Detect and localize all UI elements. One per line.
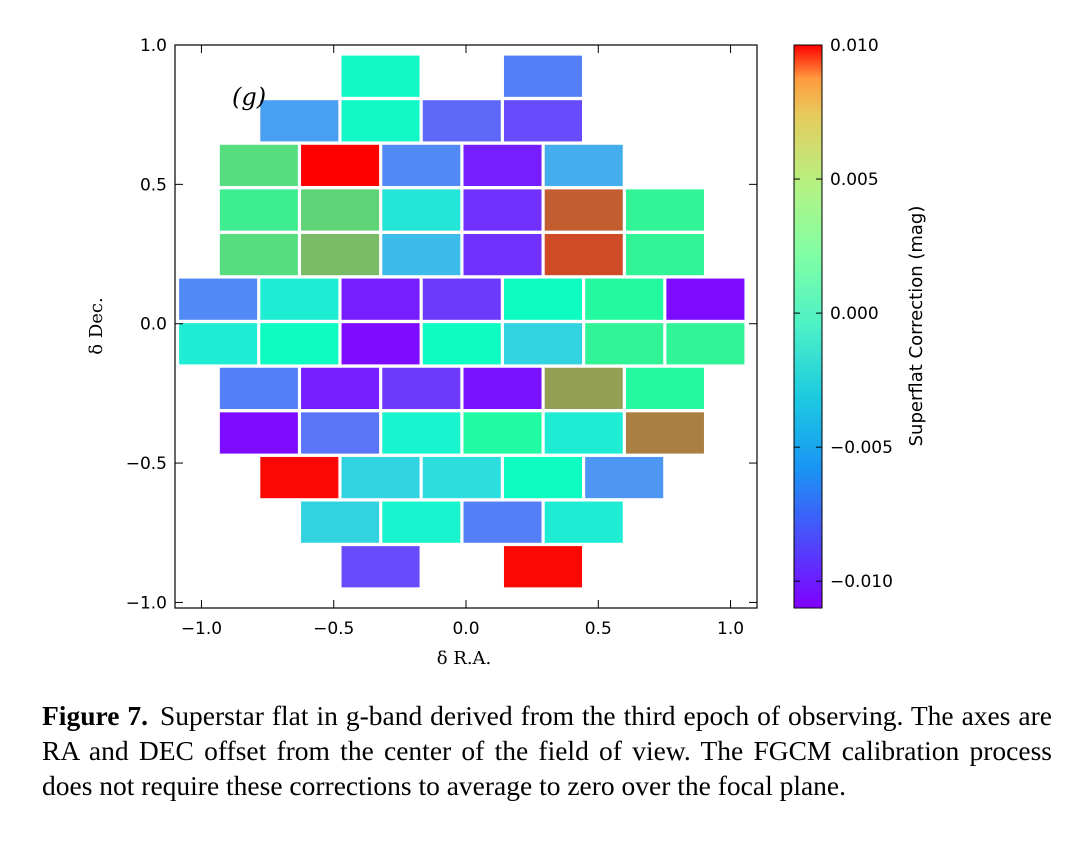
ccd-cell <box>301 144 380 187</box>
ccd-cell <box>503 55 583 97</box>
ccd-cell <box>463 144 542 187</box>
ccd-cell <box>625 412 704 454</box>
colorbar-tick-label: −0.005 <box>830 438 893 458</box>
ccd-cell <box>301 367 380 409</box>
axis-ticks: −1.0 −0.5 0.0 0.5 1.0 −1.0 −0.5 0.0 0.5 1.0 <box>126 36 757 639</box>
ccd-cell <box>463 189 542 231</box>
ccd-cell <box>503 456 583 499</box>
ccd-cell <box>341 323 420 365</box>
ccd-cell <box>625 367 704 409</box>
ccd-cell <box>585 278 664 320</box>
ccd-cell <box>341 456 420 499</box>
x-tick-label: 0.5 <box>585 619 612 639</box>
ccd-cell <box>503 100 583 142</box>
ccd-cell <box>219 189 298 231</box>
ccd-cell <box>544 367 623 409</box>
y-tick-label: 1.0 <box>140 36 167 56</box>
x-axis-label: δ R.A. <box>437 648 492 669</box>
x-tick-label: −0.5 <box>313 619 354 639</box>
ccd-cell <box>179 323 258 365</box>
ccd-cell <box>219 367 298 409</box>
ccd-cell <box>382 367 461 409</box>
ccd-cell <box>544 501 623 543</box>
ccd-cell <box>382 144 461 187</box>
y-tick-label: −1.0 <box>126 593 167 613</box>
ccd-cell <box>666 278 745 320</box>
x-tick-label: 0.0 <box>452 619 479 639</box>
ccd-cell <box>544 233 623 276</box>
ccd-cell <box>503 323 583 365</box>
colorbar <box>793 44 823 609</box>
ccd-cell <box>341 100 420 142</box>
ccd-cell <box>544 144 623 187</box>
plot-area <box>179 55 745 588</box>
ccd-cell <box>503 546 583 588</box>
ccd-cell <box>585 323 664 365</box>
ccd-cell <box>625 189 704 231</box>
superflat-figure: −1.0 −0.5 0.0 0.5 1.0 −1.0 −0.5 0.0 0.5 1.0 (g) δ… <box>86 36 927 669</box>
panel-label: (g) <box>232 83 266 111</box>
caption-text: Superstar flat in g-band derived from th… <box>42 700 1052 801</box>
colorbar-tick-label: 0.000 <box>830 304 879 324</box>
ccd-cell <box>625 233 704 276</box>
ccd-cell <box>544 189 623 231</box>
ccd-cell <box>422 456 501 499</box>
colorbar-ticks: 0.010 0.005 0.000 −0.005 −0.010 <box>794 36 893 592</box>
ccd-cell <box>382 501 461 543</box>
ccd-cell <box>382 233 461 276</box>
figure-caption: Figure 7. Superstar flat in g-band derive… <box>42 698 1052 803</box>
y-tick-label: −0.5 <box>126 454 167 474</box>
ccd-cell <box>301 501 380 543</box>
ccd-cell <box>260 323 339 365</box>
ccd-cell <box>463 367 542 409</box>
colorbar-tick-label: 0.005 <box>830 170 879 190</box>
x-tick-label: −1.0 <box>181 619 222 639</box>
ccd-cell <box>219 412 298 454</box>
x-tick-label: 1.0 <box>717 619 744 639</box>
ccd-cell <box>301 189 380 231</box>
ccd-cell <box>260 100 339 142</box>
ccd-cell <box>341 546 420 588</box>
ccd-cell <box>422 323 501 365</box>
ccd-cell <box>585 456 664 499</box>
ccd-cell <box>179 278 258 320</box>
ccd-cell <box>463 501 542 543</box>
caption-label: Figure 7. <box>42 700 148 731</box>
ccd-cell <box>260 456 339 499</box>
ccd-cell <box>422 278 501 320</box>
ccd-cell <box>219 144 298 187</box>
ccd-cell <box>260 278 339 320</box>
ccd-cell <box>666 323 745 365</box>
ccd-cell <box>219 233 298 276</box>
ccd-cell <box>301 412 380 454</box>
ccd-cell <box>382 189 461 231</box>
colorbar-tick-label: −0.010 <box>830 572 893 592</box>
ccd-cell <box>382 412 461 454</box>
ccd-cell <box>503 278 583 320</box>
y-tick-label: 0.0 <box>140 315 167 335</box>
ccd-cell <box>463 412 542 454</box>
colorbar-label: Superflat Correction (mag) <box>906 206 927 447</box>
y-tick-label: 0.5 <box>140 175 167 195</box>
ccd-cell <box>544 412 623 454</box>
colorbar-tick-label: 0.010 <box>830 36 879 56</box>
ccd-cell <box>341 55 420 97</box>
ccd-cell <box>422 100 501 142</box>
ccd-cell <box>301 233 380 276</box>
ccd-cell <box>463 233 542 276</box>
y-axis-label: δ Dec. <box>86 297 107 354</box>
ccd-cell <box>341 278 420 320</box>
